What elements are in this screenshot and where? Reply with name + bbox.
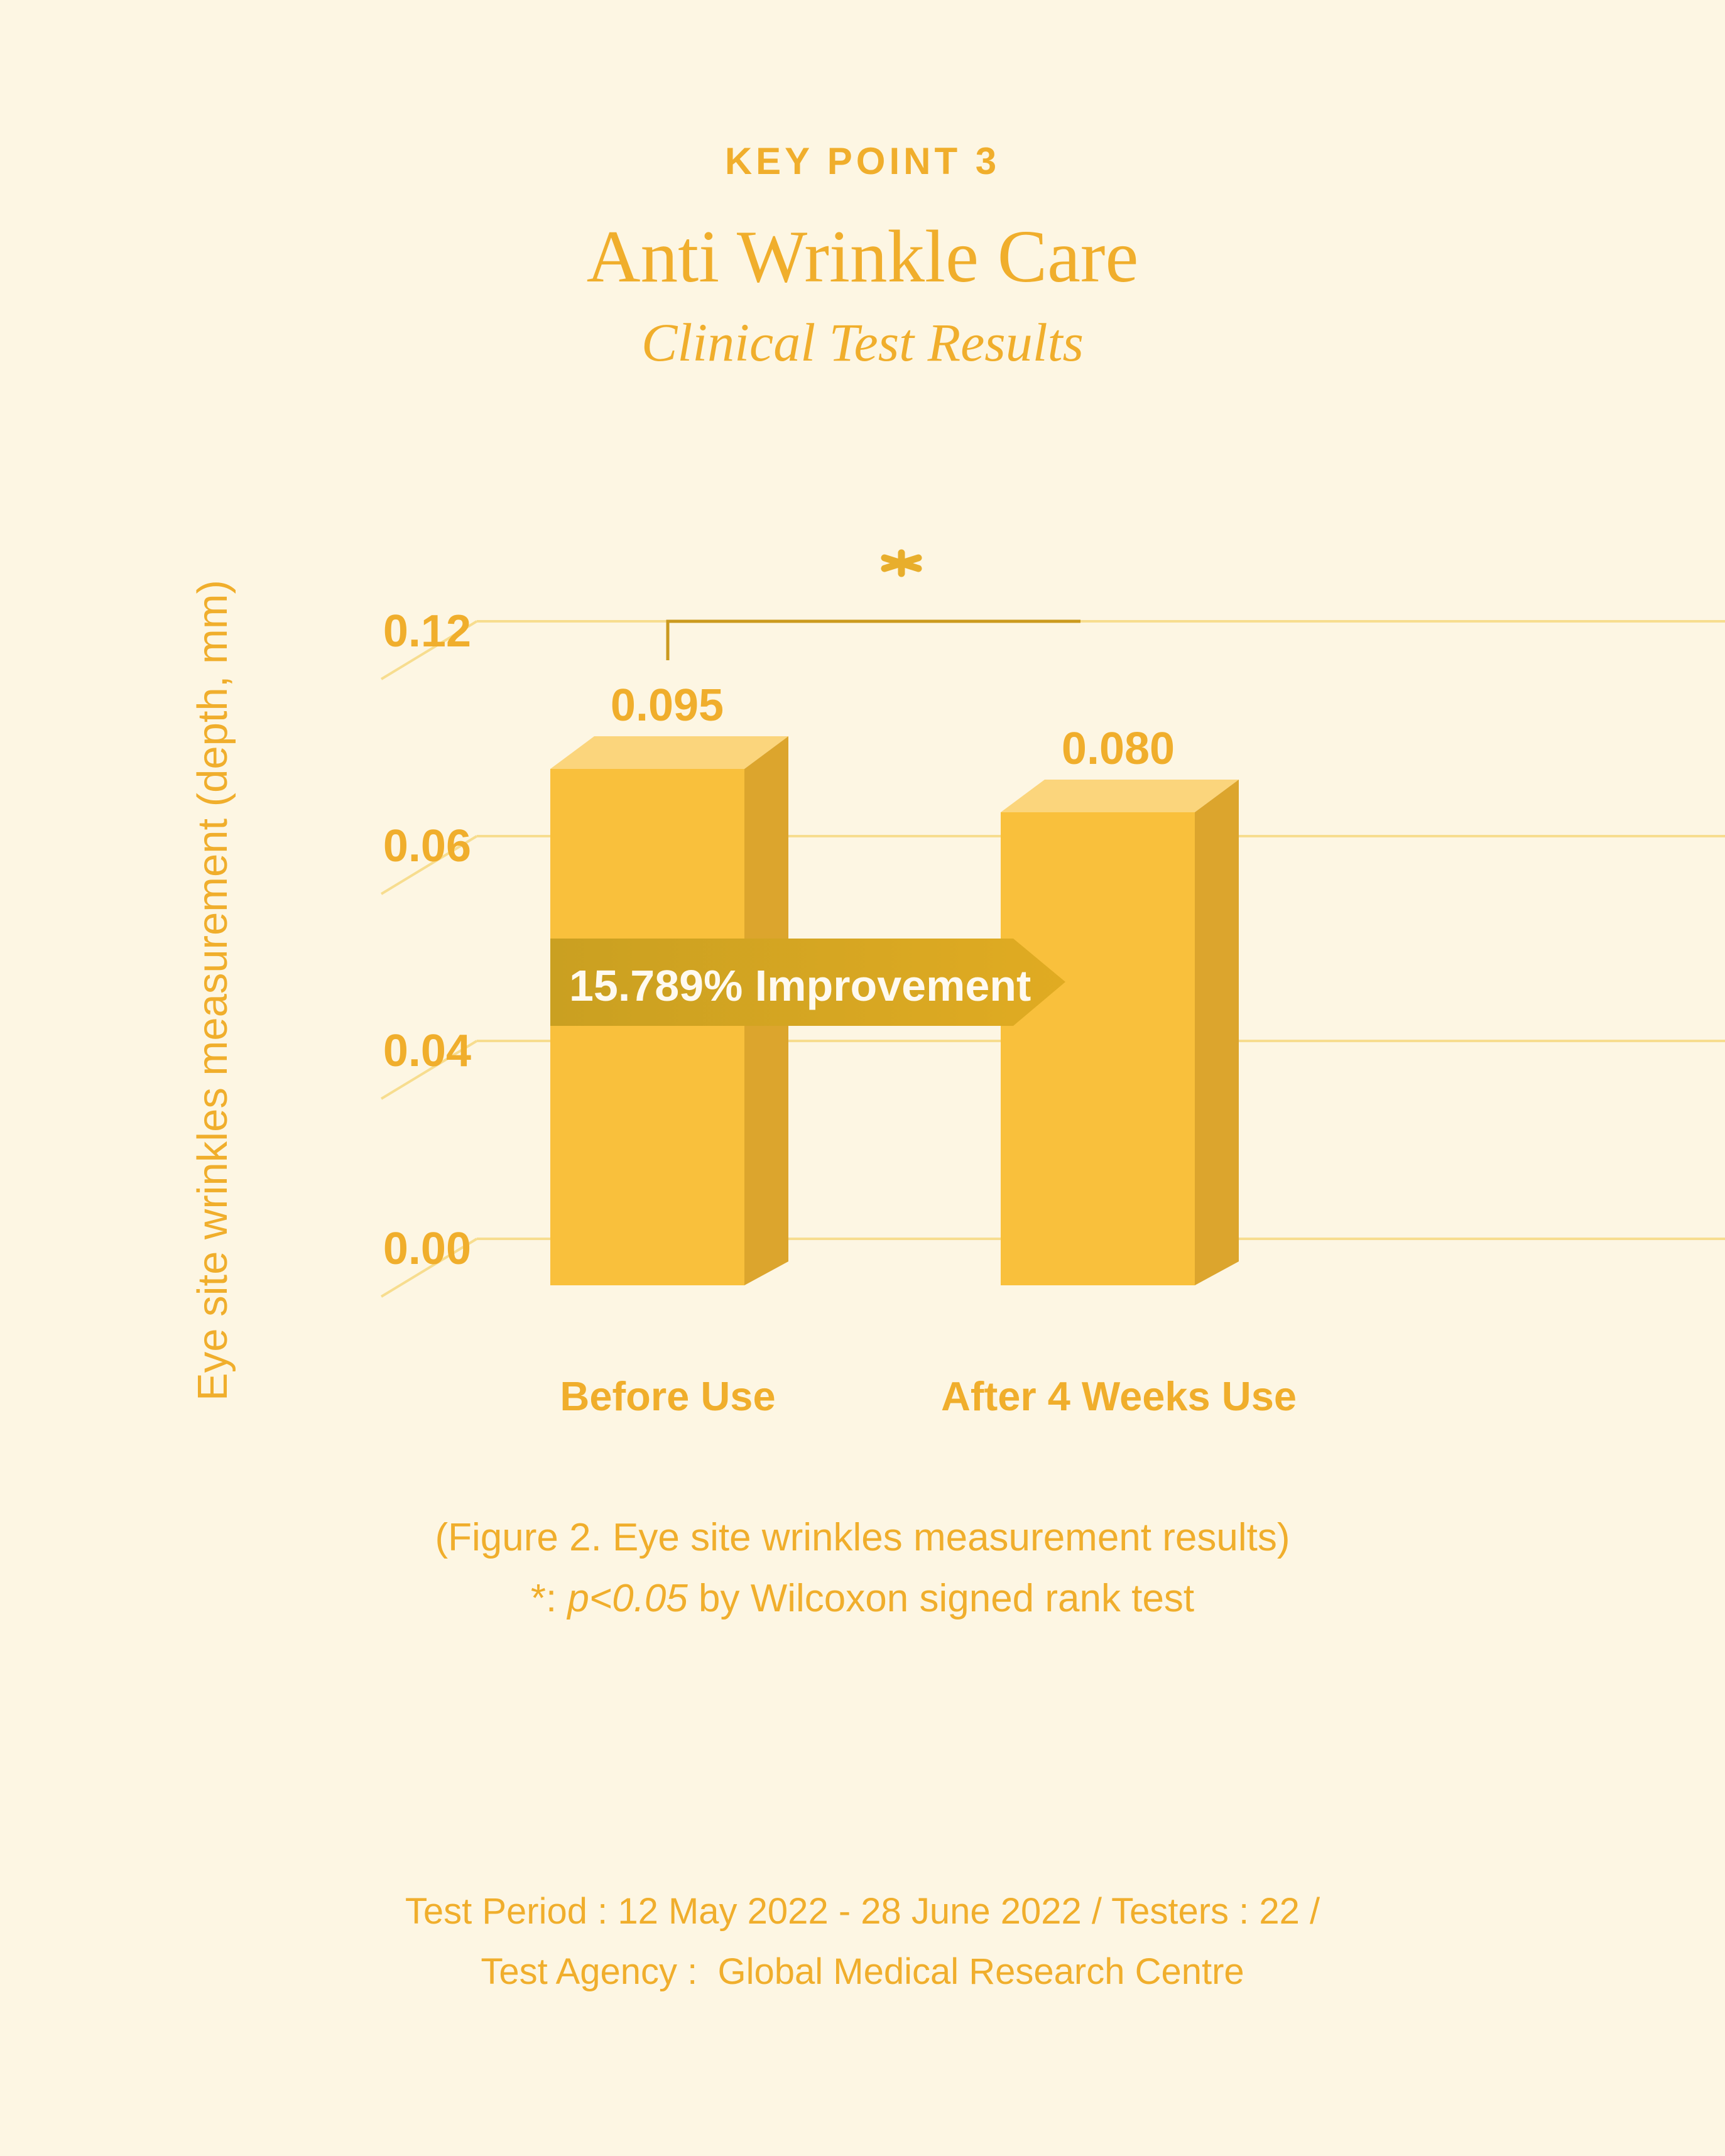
svg-text:0.00: 0.00 (383, 1224, 471, 1274)
svg-text:0.12: 0.12 (383, 606, 471, 656)
svg-text:0.080: 0.080 (1062, 724, 1175, 774)
svg-text:0.095: 0.095 (611, 680, 724, 731)
svg-text:0.04: 0.04 (383, 1026, 471, 1076)
svg-text:After 4 Weeks Use: After 4 Weeks Use (941, 1373, 1297, 1419)
svg-text:Before Use: Before Use (560, 1373, 775, 1419)
svg-text:15.789% Improvement: 15.789% Improvement (569, 961, 1031, 1010)
svg-text:0.06: 0.06 (383, 821, 471, 871)
